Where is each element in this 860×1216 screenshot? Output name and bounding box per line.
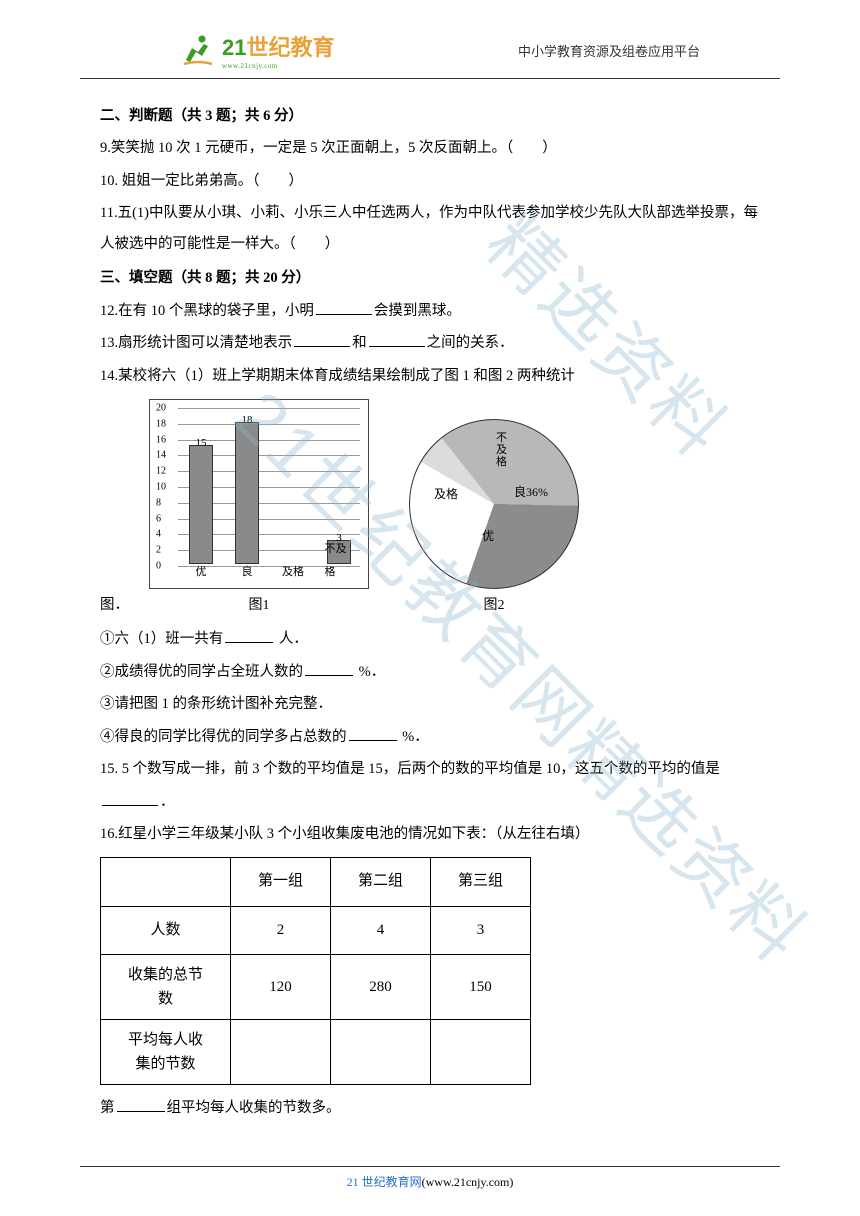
q13-text-b: 和 <box>352 335 367 351</box>
blank <box>316 300 372 315</box>
bar-chart: 1518302468101214161820优良及格不及格 <box>149 399 369 589</box>
q16-tail-a: 第 <box>100 1100 115 1116</box>
blank <box>117 1098 165 1113</box>
blank <box>305 661 353 676</box>
footer-url: (www.21cnjy.com) <box>422 1175 514 1189</box>
q15-a: 15. 5 个数写成一排，前 3 个数的平均值是 15，后两个的数的平均值是 1… <box>100 761 720 777</box>
pie-chart: 不及格良36%优及格 <box>409 419 579 589</box>
q15-b: ． <box>160 794 175 810</box>
page-header: 21世纪教育 www.21cnjy.com 中小学教育资源及组卷应用平台 <box>80 0 780 79</box>
question-14-intro: 14.某校将六（1）班上学期期末体育成绩结果绘制成了图 1 和图 2 两种统计 <box>100 361 760 391</box>
question-15-line2: ． <box>100 787 760 817</box>
blank <box>102 791 158 806</box>
question-11: 11.五(1)中队要从小琪、小莉、小乐三人中任选两人，作为中队代表参加学校少先队… <box>100 198 760 259</box>
q12-text-a: 12.在有 10 个黑球的袋子里，小明 <box>100 303 314 319</box>
question-16-intro: 16.红星小学三年级某小队 3 个小组收集废电池的情况如下表：（从左往右填） <box>100 819 760 849</box>
q16-tail-b: 组平均每人收集的节数多。 <box>167 1100 341 1116</box>
document-body: 二、判断题（共 3 题；共 6 分） 9.笑笑抛 10 次 1 元硬币，一定是 … <box>0 79 860 1124</box>
logo-text-green: 21 <box>222 35 246 60</box>
q13-text-c: 之间的关系． <box>427 335 514 351</box>
q14-4-a: ④得良的同学比得优的同学多占总数的 <box>100 729 347 745</box>
logo-url: www.21cnjy.com <box>222 62 335 70</box>
q14-4-b: %． <box>399 729 429 745</box>
q14-tail-word: 图． <box>100 590 129 620</box>
page-footer: 21 世纪教育网(www.21cnjy.com) <box>80 1166 780 1190</box>
q12-text-b: 会摸到黑球。 <box>374 303 461 319</box>
bar-chart-wrap: 1518302468101214161820优良及格不及格 图1 <box>149 399 369 620</box>
q13-text-a: 13.扇形统计图可以清楚地表示 <box>100 335 292 351</box>
question-16-tail: 第 组平均每人收集的节数多。 <box>100 1093 760 1123</box>
question-14-2: ②成绩得优的同学占全班人数的 %． <box>100 657 760 687</box>
footer-brand: 21 世纪教育网 <box>347 1175 422 1189</box>
question-14-1: ①六（1）班一共有 人． <box>100 624 760 654</box>
blank <box>225 629 273 644</box>
logo-text-orange: 世纪教育 <box>246 35 334 60</box>
question-9: 9.笑笑抛 10 次 1 元硬币，一定是 5 次正面朝上，5 次反面朝上。（ ） <box>100 133 760 163</box>
question-13: 13.扇形统计图可以清楚地表示 和 之间的关系． <box>100 328 760 358</box>
battery-table: 第一组第二组第三组人数243收集的总节数120280150平均每人收集的节数 <box>100 857 531 1085</box>
blank <box>349 726 397 741</box>
section-3-title: 三、填空题（共 8 题；共 20 分） <box>100 263 760 293</box>
q14-2-b: %． <box>355 664 385 680</box>
runner-icon <box>180 32 216 68</box>
section-2-title: 二、判断题（共 3 题；共 6 分） <box>100 101 760 131</box>
figure-2-label: 图2 <box>409 591 579 620</box>
figures-row: 图． 1518302468101214161820优良及格不及格 图1 不及格良… <box>100 399 760 620</box>
q14-2-a: ②成绩得优的同学占全班人数的 <box>100 664 303 680</box>
question-14-3: ③请把图 1 的条形统计图补充完整． <box>100 689 760 719</box>
header-subtitle: 中小学教育资源及组卷应用平台 <box>518 41 700 60</box>
pie-chart-wrap: 不及格良36%优及格 图2 <box>409 419 579 620</box>
question-10: 10. 姐姐一定比弟弟高。（ ） <box>100 166 760 196</box>
question-14-4: ④得良的同学比得优的同学多占总数的 %． <box>100 722 760 752</box>
logo: 21世纪教育 www.21cnjy.com <box>180 30 335 70</box>
q14-1-b: 人． <box>275 631 308 647</box>
q14-1-a: ①六（1）班一共有 <box>100 631 223 647</box>
blank <box>294 333 350 348</box>
figure-1-label: 图1 <box>149 591 369 620</box>
question-12: 12.在有 10 个黑球的袋子里，小明 会摸到黑球。 <box>100 296 760 326</box>
question-15: 15. 5 个数写成一排，前 3 个数的平均值是 15，后两个的数的平均值是 1… <box>100 754 760 784</box>
blank <box>369 333 425 348</box>
